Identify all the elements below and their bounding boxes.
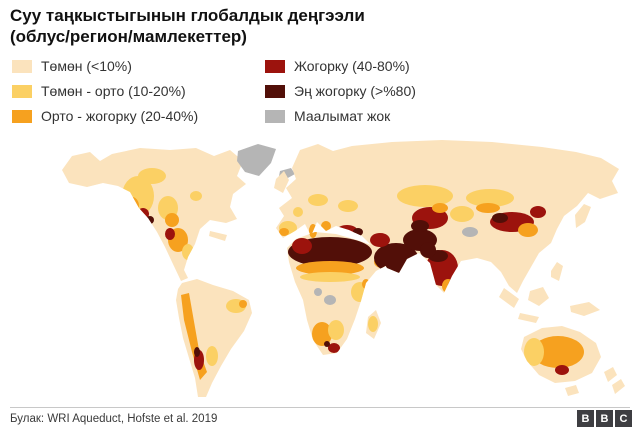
- page-title: Суу таңкыстыгынын глобалдык деңгээли (об…: [10, 5, 365, 48]
- legend-swatch-low: [12, 59, 32, 73]
- world-map: [0, 140, 640, 405]
- legend-item: Орто - жогорку (20-40%): [12, 108, 265, 124]
- legend-label: Эң жогорку (>%80): [294, 83, 416, 99]
- legend-item: Эң жогорку (>%80): [265, 83, 565, 99]
- legend-swatch-low-medium: [12, 84, 32, 98]
- bbc-logo: B B C: [577, 410, 632, 427]
- source-credit: Булак: WRI Aqueduct, Hofste et al. 2019: [10, 413, 218, 425]
- legend-label: Жогорку (40-80%): [294, 58, 410, 74]
- map-stress-level-patches: [122, 168, 584, 380]
- legend-swatch-extremely-high: [265, 84, 285, 98]
- bbc-logo-block-b2: B: [596, 410, 613, 427]
- legend-label: Төмөн - орто (10-20%): [41, 83, 186, 99]
- legend-item: Төмөн (<10%): [12, 58, 265, 74]
- legend-label: Орто - жогорку (20-40%): [41, 108, 199, 124]
- title-line-1: Суу таңкыстыгынын глобалдык деңгээли: [10, 6, 365, 25]
- legend-item: Төмөн - орто (10-20%): [12, 83, 265, 99]
- legend-swatch-no-data: [265, 109, 285, 123]
- legend-column-left: Төмөн (<10%) Төмөн - орто (10-20%) Орто …: [12, 58, 265, 124]
- legend: Төмөн (<10%) Төмөн - орто (10-20%) Орто …: [12, 58, 628, 124]
- legend-label: Маалымат жок: [294, 108, 391, 124]
- bbc-logo-block-b1: B: [577, 410, 594, 427]
- choropleth-map-svg: [62, 140, 625, 397]
- legend-column-right: Жогорку (40-80%) Эң жогорку (>%80) Маалы…: [265, 58, 565, 124]
- legend-swatch-high: [265, 59, 285, 73]
- legend-item: Жогорку (40-80%): [265, 58, 565, 74]
- legend-swatch-medium-high: [12, 109, 32, 123]
- legend-label: Төмөн (<10%): [41, 58, 132, 74]
- legend-item: Маалымат жок: [265, 108, 565, 124]
- footer-divider: [10, 407, 630, 408]
- title-line-2: (облус/регион/мамлекеттер): [10, 27, 247, 47]
- bbc-logo-block-c: C: [615, 410, 632, 427]
